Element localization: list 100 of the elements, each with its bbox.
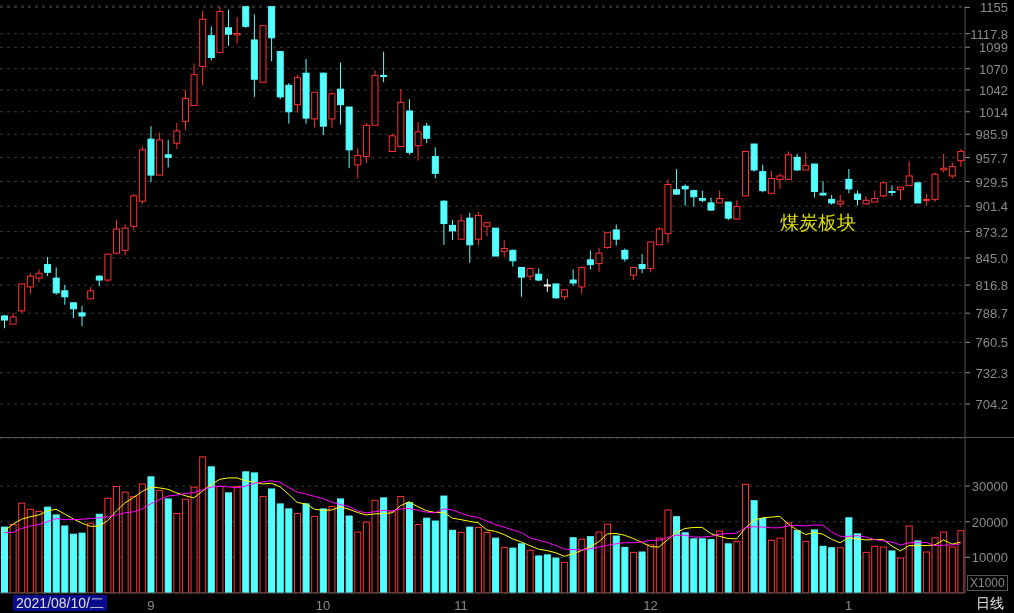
bar — [233, 485, 241, 593]
bar — [173, 513, 181, 593]
bar — [268, 488, 276, 593]
bar — [457, 531, 465, 593]
x-tick-label: 12 — [643, 598, 658, 613]
candlestick — [449, 219, 457, 241]
bar — [561, 561, 569, 593]
bar — [354, 531, 362, 593]
candlestick — [173, 122, 181, 150]
bar — [293, 513, 301, 593]
bar — [802, 540, 810, 593]
candlestick — [337, 62, 345, 126]
bar — [724, 543, 732, 593]
bar — [526, 549, 534, 593]
bar — [423, 517, 431, 593]
candlestick — [759, 164, 767, 193]
x-tick-label: 10 — [315, 598, 331, 613]
candlestick — [914, 182, 922, 204]
y-tick-label: 1042 — [979, 82, 1008, 98]
bar — [836, 547, 844, 593]
candlestick — [44, 256, 52, 277]
text: 2021/08/10/二 — [13, 595, 107, 611]
bar — [405, 501, 413, 593]
y-tick-label: 985.9 — [975, 127, 1008, 143]
y-tick-label: 873.2 — [975, 224, 1008, 240]
bar — [250, 472, 258, 593]
bar — [147, 476, 155, 593]
y-tick-label: 788.7 — [975, 306, 1008, 322]
candlestick — [354, 147, 362, 179]
candlestick — [595, 247, 603, 273]
y-tick-label: 732.3 — [975, 365, 1008, 381]
bar — [207, 466, 215, 593]
text: 日线 — [976, 595, 1004, 611]
candlestick — [242, 6, 250, 29]
bar — [319, 508, 327, 593]
candlestick — [819, 180, 827, 197]
bar — [578, 538, 586, 593]
bar — [1, 526, 8, 593]
bar — [509, 547, 517, 593]
bar — [156, 489, 164, 593]
bar — [95, 513, 103, 593]
candlestick — [225, 8, 233, 47]
y-tick-label: 845.0 — [975, 250, 1008, 266]
candlestick — [431, 146, 439, 179]
candlestick — [940, 153, 948, 174]
y-tick-label: 1070 — [979, 61, 1008, 77]
candlestick — [380, 51, 388, 83]
bar — [879, 546, 887, 593]
y-tick-label: 1099 — [979, 40, 1008, 56]
bar — [164, 498, 172, 593]
bar — [793, 530, 801, 593]
candlestick — [638, 253, 646, 274]
candlestick — [586, 249, 594, 270]
y-tick-label: 760.5 — [975, 335, 1008, 351]
bar — [517, 543, 525, 593]
x-tick-label: 1 — [845, 598, 853, 613]
bar — [897, 557, 905, 593]
y-tick-label: 704.2 — [975, 397, 1008, 413]
candlestick — [164, 139, 172, 168]
bar — [259, 495, 267, 593]
candlestick — [578, 266, 586, 295]
bar — [647, 544, 655, 593]
y-tick-label: 1014 — [979, 104, 1008, 120]
y-tick-label: 20000 — [971, 514, 1008, 530]
bar — [466, 526, 474, 593]
y-tick-label: 816.8 — [975, 278, 1008, 294]
bar — [492, 537, 500, 593]
candlestick — [845, 168, 853, 194]
bar — [311, 515, 319, 593]
bar — [87, 522, 95, 593]
y-tick-label: 10000 — [971, 550, 1008, 566]
candlestick — [888, 184, 896, 197]
y-tick-label: 30000 — [971, 479, 1008, 495]
bar — [242, 471, 250, 593]
candlestick — [207, 25, 215, 61]
bar — [905, 525, 913, 593]
y-tick-label: 1155 — [980, 0, 1008, 16]
bar — [673, 516, 681, 593]
bar — [380, 497, 388, 593]
candlestick — [905, 161, 913, 186]
bar — [138, 483, 146, 593]
candlestick — [457, 214, 465, 241]
y-tick-label: 1117.8 — [970, 26, 1008, 42]
bar — [638, 551, 646, 593]
bar — [888, 550, 896, 593]
y-tick-label: 957.7 — [975, 150, 1008, 166]
candlestick — [681, 184, 689, 207]
x-tick-label: 9 — [147, 598, 155, 613]
bar — [629, 551, 637, 593]
y-axis-title: X1000 — [967, 575, 1008, 591]
bar — [716, 530, 724, 593]
candlestick — [414, 121, 422, 162]
bar — [302, 503, 310, 593]
y-tick-label: 929.5 — [975, 174, 1008, 190]
bar — [500, 546, 508, 593]
bar — [414, 524, 422, 593]
bar — [216, 485, 224, 593]
candlestick — [733, 199, 741, 221]
bar — [569, 537, 577, 593]
candlestick — [517, 266, 525, 298]
